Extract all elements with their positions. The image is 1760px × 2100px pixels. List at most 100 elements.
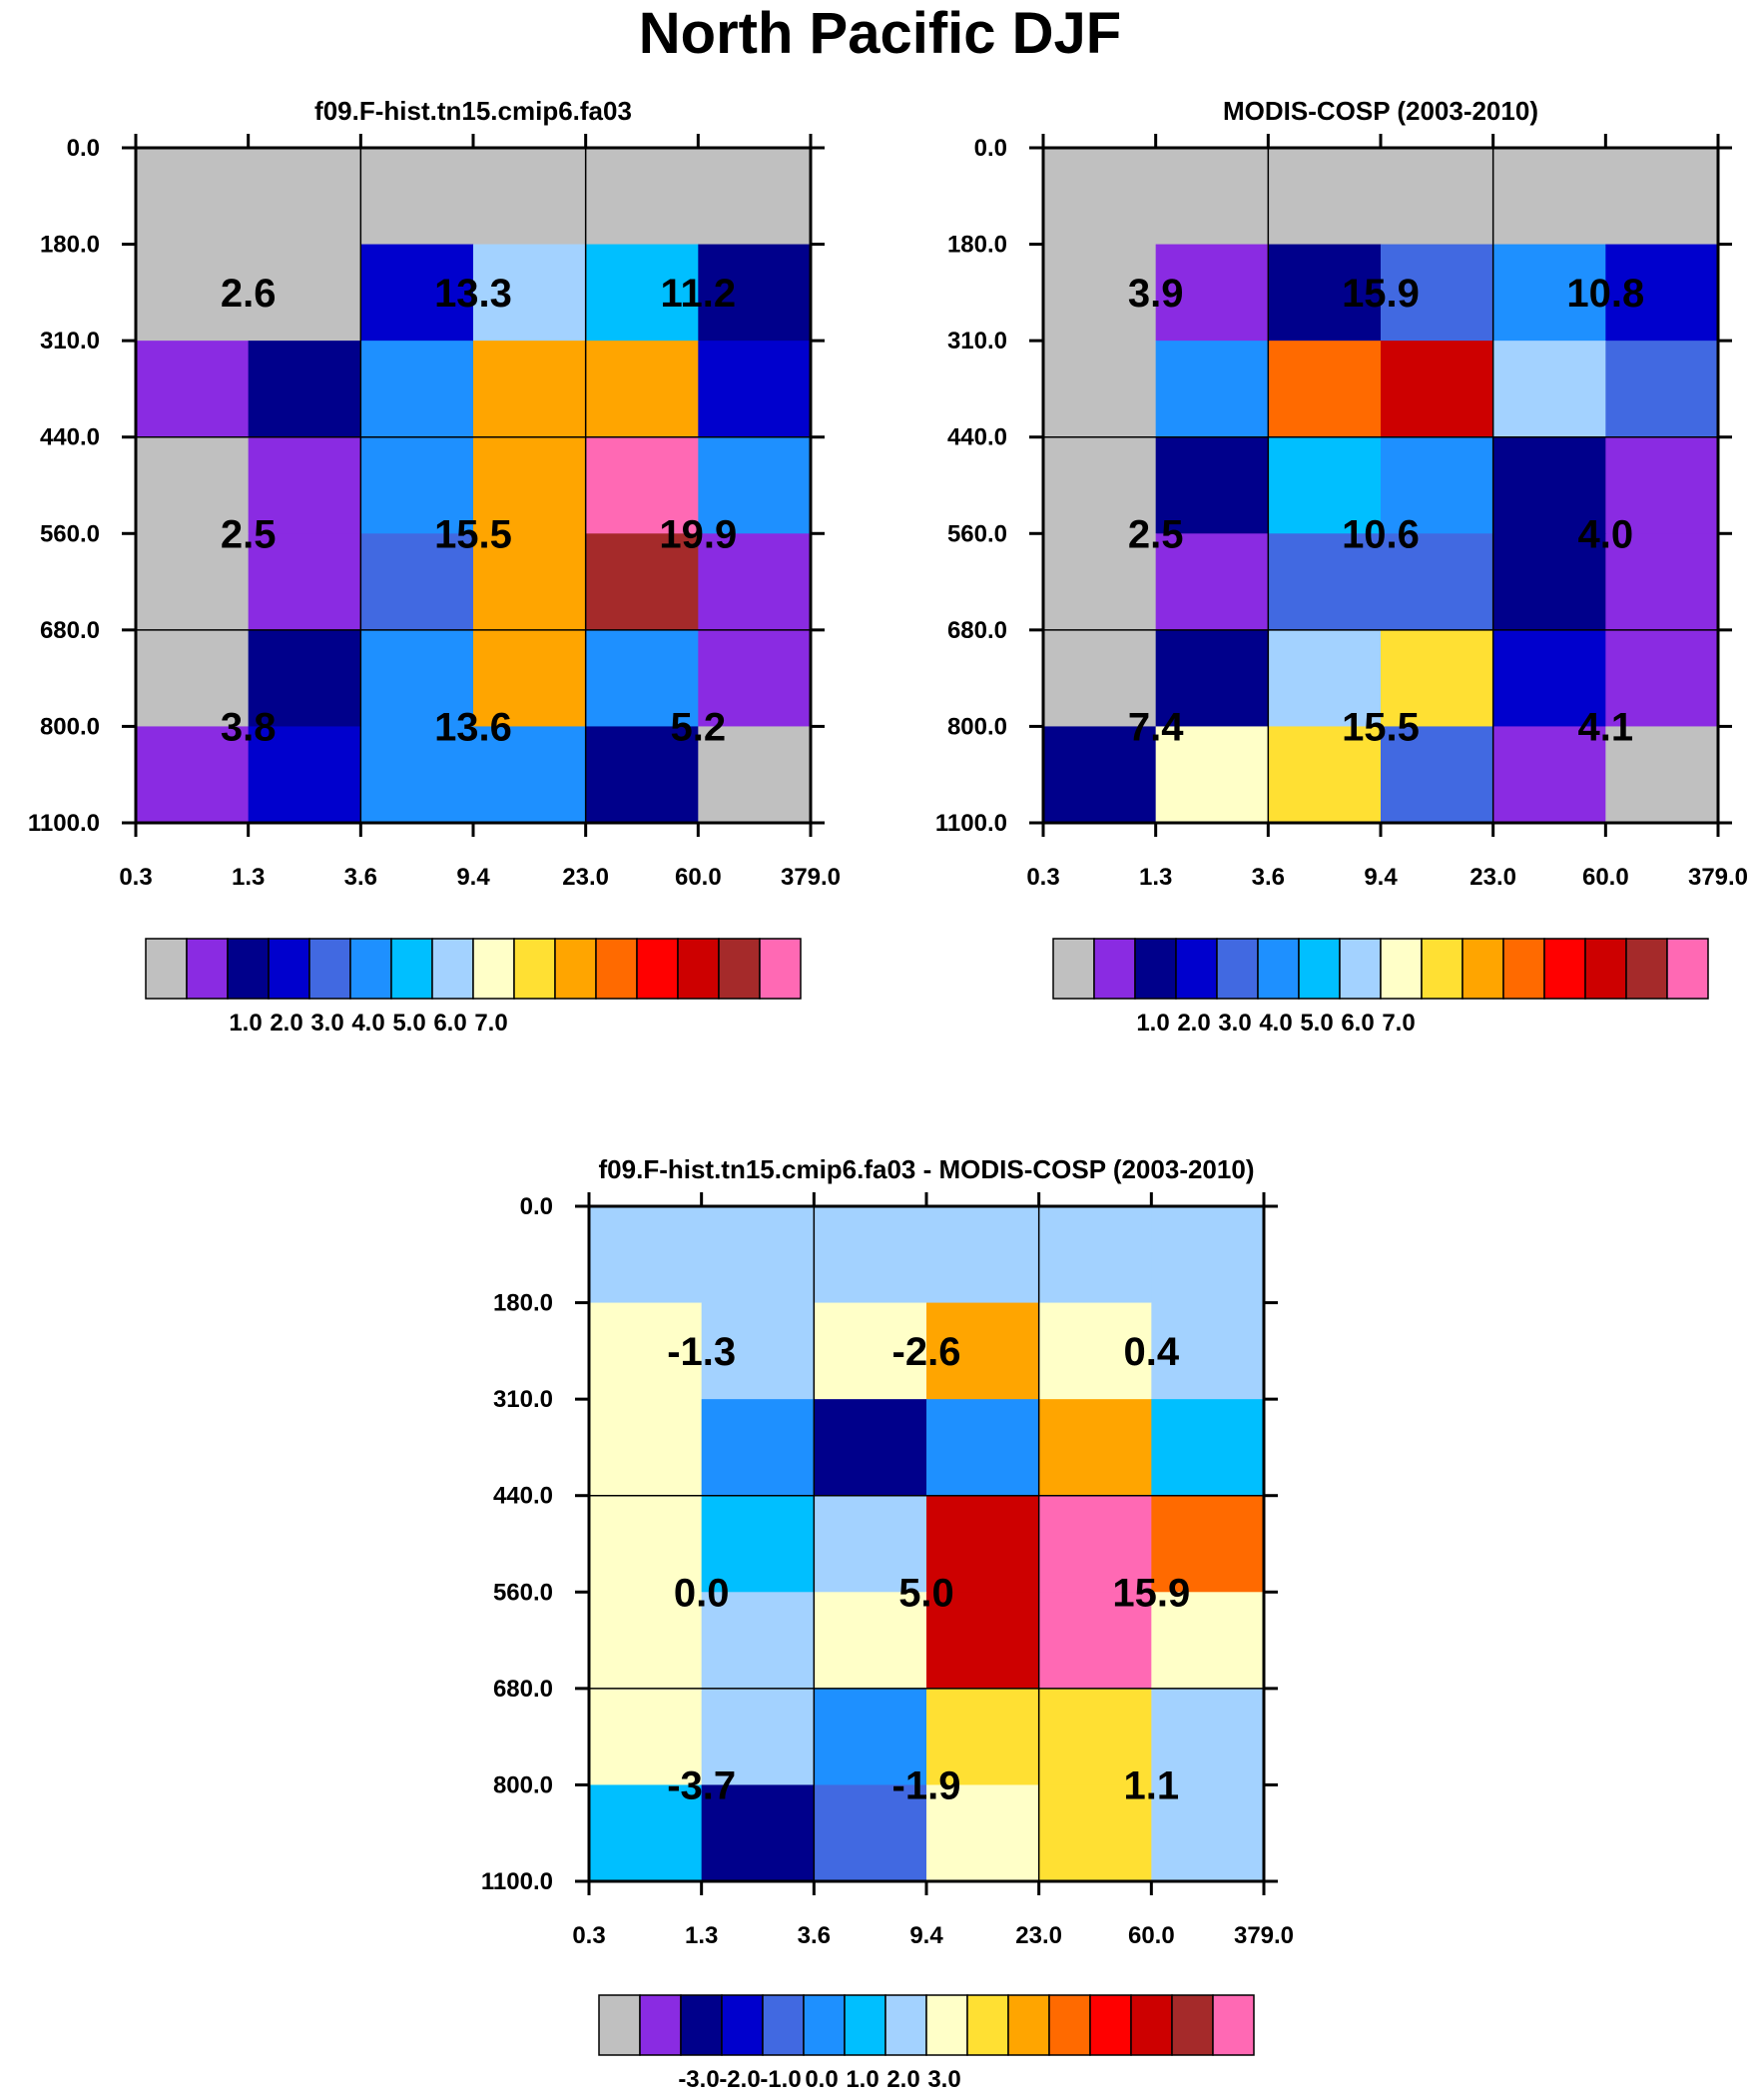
colorbar-swatch	[718, 938, 761, 1000]
panel-title: MODIS-COSP (2003-2010)	[1223, 96, 1538, 126]
data-value-label: 10.6	[1342, 512, 1420, 556]
colorbar-swatch	[1134, 938, 1177, 1000]
heatmap-cell	[585, 629, 699, 728]
y-tick-label: 560.0	[40, 520, 100, 547]
heatmap-cell	[1492, 244, 1606, 342]
heatmap-cell	[1038, 1302, 1152, 1400]
heatmap-cell	[589, 1592, 703, 1690]
heatmap-cell	[1492, 629, 1606, 728]
colorbar-swatch	[1175, 938, 1218, 1000]
colorbar-label: 3.0	[927, 2066, 960, 2093]
colorbar-swatch	[349, 938, 392, 1000]
data-value-label: 0.0	[674, 1571, 730, 1615]
colorbar-swatch	[1666, 938, 1709, 1000]
heatmap-cell	[248, 533, 361, 631]
heatmap-cell	[360, 726, 474, 824]
heatmap-cell	[1155, 244, 1269, 342]
colorbar-swatch	[227, 938, 270, 1000]
heatmap-cell	[360, 148, 474, 246]
data-value-label: 19.9	[659, 512, 737, 556]
heatmap-cell	[248, 244, 361, 342]
colorbar-swatch	[554, 938, 597, 1000]
colorbar-swatch	[1093, 938, 1136, 1000]
colorbar-swatch	[1462, 938, 1504, 1000]
colorbar-label: 0.0	[805, 2066, 838, 2093]
heatmap-cell	[1381, 533, 1494, 631]
x-tick-label: 3.6	[798, 1922, 831, 1949]
y-tick-label: 560.0	[947, 520, 1007, 547]
y-tick-label: 0.0	[520, 1193, 553, 1220]
colorbar-swatch	[595, 938, 638, 1000]
data-value-label: 15.9	[1342, 272, 1420, 316]
data-value-label: -1.3	[667, 1330, 736, 1374]
heatmap-cell	[136, 629, 250, 728]
colorbar-swatch	[431, 938, 474, 1000]
data-value-label: -1.9	[892, 1763, 961, 1807]
colorbar-swatch	[639, 1994, 682, 2056]
heatmap-cell	[1381, 244, 1494, 342]
heatmap-cell	[585, 341, 699, 438]
heatmap-cell	[473, 244, 587, 342]
heatmap-cell	[814, 1592, 927, 1690]
colorbar-swatch	[803, 1994, 846, 2056]
heatmap-cell	[136, 726, 250, 824]
heatmap-cell	[1268, 436, 1382, 534]
heatmap-cell	[136, 244, 250, 342]
heatmap-cell	[1038, 1495, 1152, 1593]
panel-diff: f09.F-hist.tn15.cmip6.fa03 - MODIS-COSP …	[481, 1154, 1294, 2093]
y-tick-label: 310.0	[40, 328, 100, 354]
y-tick-label: 560.0	[493, 1579, 553, 1606]
heatmap-cell	[1038, 1592, 1152, 1690]
y-tick-label: 800.0	[947, 713, 1007, 740]
colorbar-label: 1.0	[1136, 1010, 1169, 1037]
colorbar-label: 3.0	[310, 1010, 343, 1037]
colorbar-swatch	[1502, 938, 1545, 1000]
heatmap-cell	[1381, 726, 1494, 824]
data-value-label: 4.0	[1578, 512, 1634, 556]
heatmap-cell	[926, 1592, 1040, 1690]
colorbar-swatch	[1380, 938, 1423, 1000]
heatmap-cell	[698, 148, 812, 246]
heatmap-cell	[1605, 244, 1719, 342]
colorbar-swatch	[844, 1994, 886, 2056]
colorbar-swatch	[513, 938, 556, 1000]
colorbar-swatch	[1339, 938, 1382, 1000]
panel-title: f09.F-hist.tn15.cmip6.fa03 - MODIS-COSP …	[599, 1154, 1255, 1184]
heatmap-cell	[1038, 1784, 1152, 1882]
x-tick-label: 1.3	[232, 864, 265, 891]
heatmap-cell	[698, 436, 812, 534]
heatmap-cell	[585, 244, 699, 342]
data-value-label: 2.5	[221, 512, 277, 556]
heatmap-cell	[589, 1688, 703, 1786]
x-tick-label: 0.3	[1026, 864, 1059, 891]
heatmap-cell	[248, 436, 361, 534]
heatmap-cell	[360, 436, 474, 534]
x-tick-label: 0.3	[119, 864, 152, 891]
heatmap-cell	[1151, 1495, 1265, 1593]
colorbar-swatch	[268, 938, 310, 1000]
colorbar-swatch	[186, 938, 229, 1000]
x-tick-label: 379.0	[1688, 864, 1748, 891]
heatmap-cell	[1155, 436, 1269, 534]
colorbar-swatch	[1625, 938, 1668, 1000]
x-tick-label: 60.0	[1128, 1922, 1175, 1949]
colorbar-label: 3.0	[1218, 1010, 1251, 1037]
y-tick-label: 680.0	[493, 1676, 553, 1703]
data-value-label: 1.1	[1124, 1763, 1180, 1807]
heatmap-cell	[360, 629, 474, 728]
heatmap-cell	[1268, 726, 1382, 824]
colorbar-label: 4.0	[1259, 1010, 1292, 1037]
x-tick-label: 60.0	[1582, 864, 1629, 891]
colorbar-label: 2.0	[270, 1010, 302, 1037]
colorbar-label: 4.0	[351, 1010, 384, 1037]
y-tick-label: 0.0	[67, 135, 100, 162]
heatmap-cell	[1043, 436, 1157, 534]
heatmap-cell	[1043, 726, 1157, 824]
heatmap-cell	[473, 436, 587, 534]
heatmap-cell	[1381, 148, 1494, 246]
heatmap-cell	[1268, 629, 1382, 728]
colorbar-swatch	[1257, 938, 1300, 1000]
heatmap-cell	[1492, 341, 1606, 438]
x-tick-label: 23.0	[1469, 864, 1516, 891]
heatmap-cell	[1155, 629, 1269, 728]
